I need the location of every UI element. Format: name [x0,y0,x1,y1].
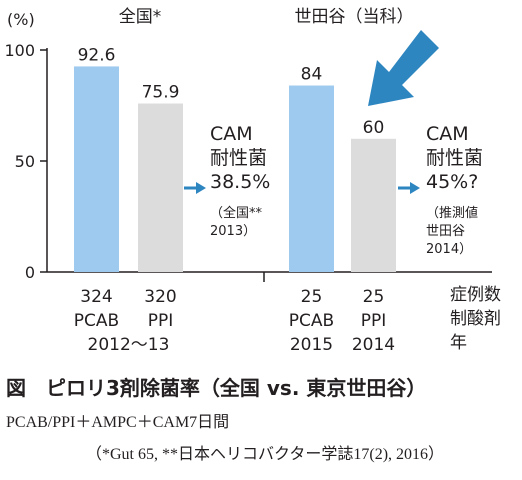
group-title: 世田谷（当科） [295,7,414,27]
bar-pcab [289,85,334,273]
annotation-note: （推測値 [426,205,478,221]
bar-category-label: PCAB [74,311,119,331]
bar-category-label: PPI [148,311,174,331]
row-legend-label: 症例数 [450,285,501,305]
bar-value-label: 84 [301,65,323,85]
y-tick-label: 50 [15,152,35,171]
annotation-text: 45%? [426,171,478,193]
annotation-text: CAM [426,123,469,145]
bar-category-label: 320 [144,287,176,307]
annotation-text: 耐性菌 [426,147,483,169]
arrow-icon [410,182,420,194]
bar-ppi [138,103,183,272]
eradication-rate-chart: (%) 0 50 100 全国*92.6 324 PCAB 75.9 320 PPI 2012～13… [4,7,501,355]
row-legend-label: 年 [450,333,467,353]
bar-category-label: PCAB [289,311,334,331]
figure-title: 図 ピロリ3剤除菌率（全国 vs. 東京世田谷） [6,376,427,400]
annotation-text: 耐性菌 [210,147,267,169]
bar-category-label: 2015 [290,335,333,355]
bar-value-label: 75.9 [142,83,180,103]
bar-category-label: PPI [361,311,387,331]
bar-ppi [351,138,396,272]
annotation-note: 2014） [426,242,472,257]
bar-value-label: 60 [363,118,385,138]
period-label: 2012～13 [88,335,170,355]
annotation-note: （全国** [210,205,263,221]
group-title: 全国* [119,7,162,27]
bar-category-label: 25 [363,287,385,307]
annotation-text: 38.5% [210,171,270,193]
y-axis-unit: (%) [7,10,35,29]
row-legend-label: 制酸剤 [450,309,501,329]
bar-category-label: 2014 [352,335,395,355]
annotation-note: 2013） [210,224,256,239]
callout-arrow-icon [368,30,439,106]
arrow-icon [196,182,206,194]
annotation-note: 世田谷 [426,224,465,239]
reference-note: （*Gut 65, **日本ヘリコバクター学誌17(2), 2016） [86,446,445,463]
bar-pcab [74,66,119,272]
y-tick-label: 0 [25,263,35,282]
regimen-note: PCAB/PPI＋AMPC＋CAM7日間 [6,414,230,431]
bar-category-label: 324 [80,287,112,307]
bar-value-label: 92.6 [78,45,116,65]
y-tick-label: 100 [4,41,35,60]
annotation-text: CAM [210,123,253,145]
bar-category-label: 25 [301,287,323,307]
